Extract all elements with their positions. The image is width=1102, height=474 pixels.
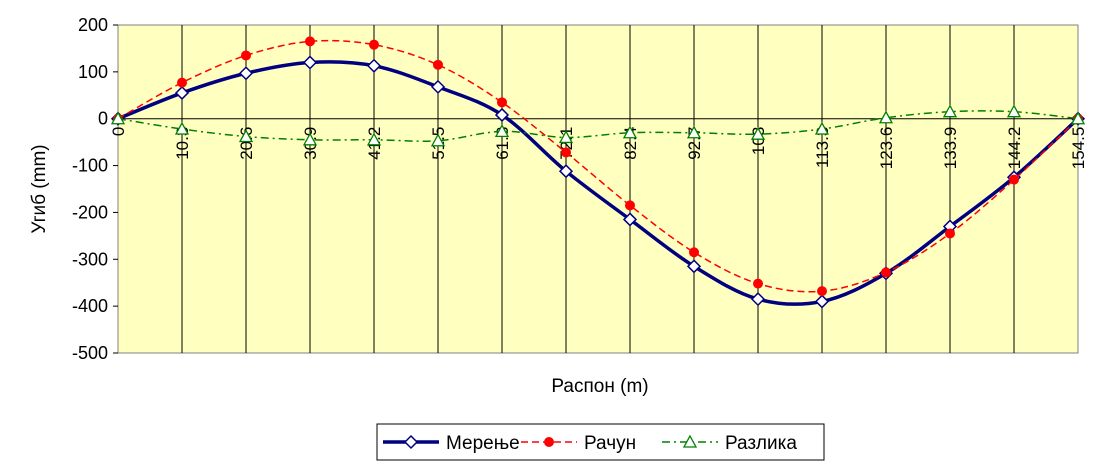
y-axis: 200 100 0 -100 -200 -300 -400 -500 <box>72 15 118 363</box>
x-tick-label: 154.5 <box>1069 127 1088 170</box>
legend-marker <box>682 434 698 448</box>
legend: Мерење Рачун Разлика <box>376 423 825 461</box>
data-point <box>558 164 574 179</box>
data-point <box>174 85 190 101</box>
data-point <box>174 121 190 135</box>
x-tick-label: 0 <box>109 127 128 136</box>
data-point <box>625 200 635 211</box>
x-tick-label: 144.2 <box>1005 127 1024 170</box>
data-point <box>622 125 638 139</box>
data-point <box>238 66 254 81</box>
data-point <box>369 39 379 50</box>
data-point <box>945 228 955 239</box>
data-point <box>110 111 126 125</box>
data-point <box>878 110 894 124</box>
data-point <box>814 294 830 309</box>
series-layer <box>110 36 1086 309</box>
x-tick-label: 20.6 <box>237 127 256 160</box>
data-point <box>814 121 830 135</box>
data-point <box>366 132 382 146</box>
data-point <box>753 278 763 289</box>
legend-marker <box>403 434 419 450</box>
legend-marker <box>544 437 554 447</box>
y-tick-label: -200 <box>72 202 108 222</box>
x-tick-label: 10.3 <box>173 127 192 160</box>
legend-label: Разлика <box>725 433 797 454</box>
y-tick-label: 0 <box>98 109 108 129</box>
legend-label: Мерење <box>446 433 520 454</box>
data-point <box>494 107 510 123</box>
data-point <box>366 58 382 73</box>
y-tick-label: -300 <box>72 249 108 269</box>
data-point <box>750 126 766 140</box>
series-3 <box>110 104 1086 147</box>
data-point <box>1006 104 1022 118</box>
y-axis-title: Угиб (mm) <box>29 144 50 233</box>
data-point <box>494 124 510 138</box>
data-point <box>430 133 446 147</box>
data-point <box>433 59 443 70</box>
data-point <box>881 267 891 278</box>
plot-area <box>117 24 1079 354</box>
data-point <box>430 79 446 94</box>
data-point <box>241 50 251 61</box>
x-tick-label: 103 <box>749 127 768 155</box>
data-point <box>1009 174 1019 185</box>
y-tick-label: 200 <box>78 15 108 35</box>
data-point <box>558 130 574 144</box>
x-tick-label: 133.9 <box>941 127 960 170</box>
y-tick-label: 100 <box>78 62 108 82</box>
data-point <box>177 77 187 88</box>
series-line <box>117 110 1079 142</box>
data-point <box>305 36 315 47</box>
y-tick-label: -400 <box>72 296 108 316</box>
data-point <box>942 104 958 118</box>
data-point <box>238 129 254 143</box>
data-point <box>686 125 702 139</box>
legend-box <box>376 423 825 461</box>
y-tick-label: -100 <box>72 156 108 176</box>
x-tick-label: 123.6 <box>877 127 896 170</box>
legend-label: Рачун <box>584 433 636 454</box>
data-point <box>497 97 507 108</box>
x-tick-label: 113.3 <box>813 127 832 168</box>
series-line <box>117 60 1080 306</box>
series-line <box>117 39 1079 293</box>
x-gridlines <box>181 25 1015 353</box>
x-axis: 010.320.630.941.251.561.872.182.492.7103… <box>109 118 1088 170</box>
data-point <box>561 147 571 158</box>
x-axis-title: Распон (m) <box>551 376 648 397</box>
series-2 <box>113 36 1083 297</box>
y-tick-label: -500 <box>72 343 108 363</box>
data-point <box>1070 111 1086 125</box>
data-point <box>622 212 638 227</box>
data-point <box>302 132 318 146</box>
data-point <box>302 55 318 70</box>
data-point <box>817 286 827 297</box>
data-point <box>689 247 699 258</box>
data-point <box>686 259 702 274</box>
data-point <box>750 292 766 307</box>
